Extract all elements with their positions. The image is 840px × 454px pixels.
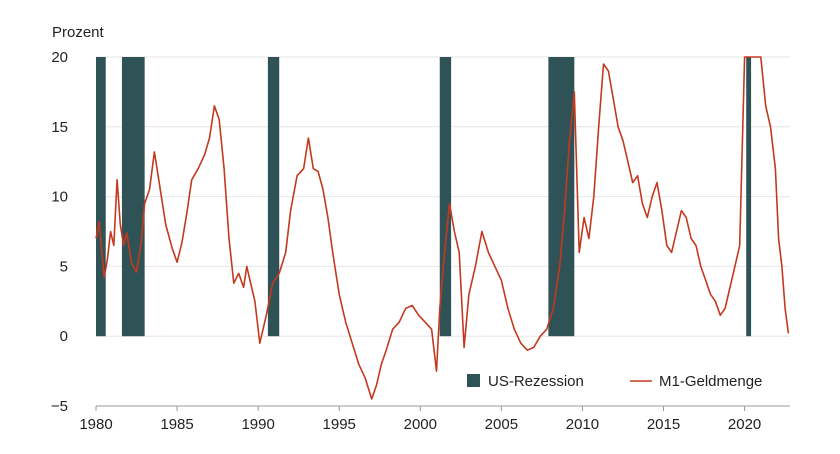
recession-bar-2 <box>267 57 280 337</box>
axis-layer: −5 0 5 10 15 20 1980 1985 1990 1995 2000 2005 2010 20… <box>51 49 790 433</box>
x-tick-label-1: 1985 <box>160 416 193 433</box>
legend-swatch-recession <box>467 374 480 387</box>
y-tick-label-1: 0 <box>60 328 68 345</box>
x-tick-label-6: 2010 <box>566 416 599 433</box>
x-tick-label-2: 1990 <box>241 416 274 433</box>
recession-bar-5 <box>746 57 752 337</box>
legend-label-recession: US-Rezession <box>488 373 584 390</box>
y-tick-label-2: 5 <box>60 258 68 275</box>
y-tick-label-3: 10 <box>51 189 68 206</box>
recession-layer <box>96 57 752 337</box>
line-layer <box>95 56 790 400</box>
x-tick-label-8: 2020 <box>728 416 761 433</box>
y-tick-label-0: −5 <box>51 398 68 415</box>
y-tick-label-4: 15 <box>51 119 68 136</box>
recession-bar-3 <box>439 57 452 337</box>
legend-label-m1: M1-Geldmenge <box>659 373 762 390</box>
recession-bar-1 <box>121 57 145 337</box>
recession-bar-4 <box>548 57 575 337</box>
recession-bar-0 <box>96 57 106 337</box>
x-tick-label-7: 2015 <box>647 416 680 433</box>
x-tick-label-3: 1995 <box>323 416 356 433</box>
series-line-m1 <box>95 56 790 400</box>
legend: US-Rezession M1-Geldmenge <box>467 373 762 390</box>
y-axis-title: Prozent <box>52 24 105 41</box>
y-tick-label-5: 20 <box>51 49 68 66</box>
x-tick-label-5: 2005 <box>485 416 518 433</box>
x-tick-label-4: 2000 <box>404 416 437 433</box>
x-tick-label-0: 1980 <box>79 416 112 433</box>
